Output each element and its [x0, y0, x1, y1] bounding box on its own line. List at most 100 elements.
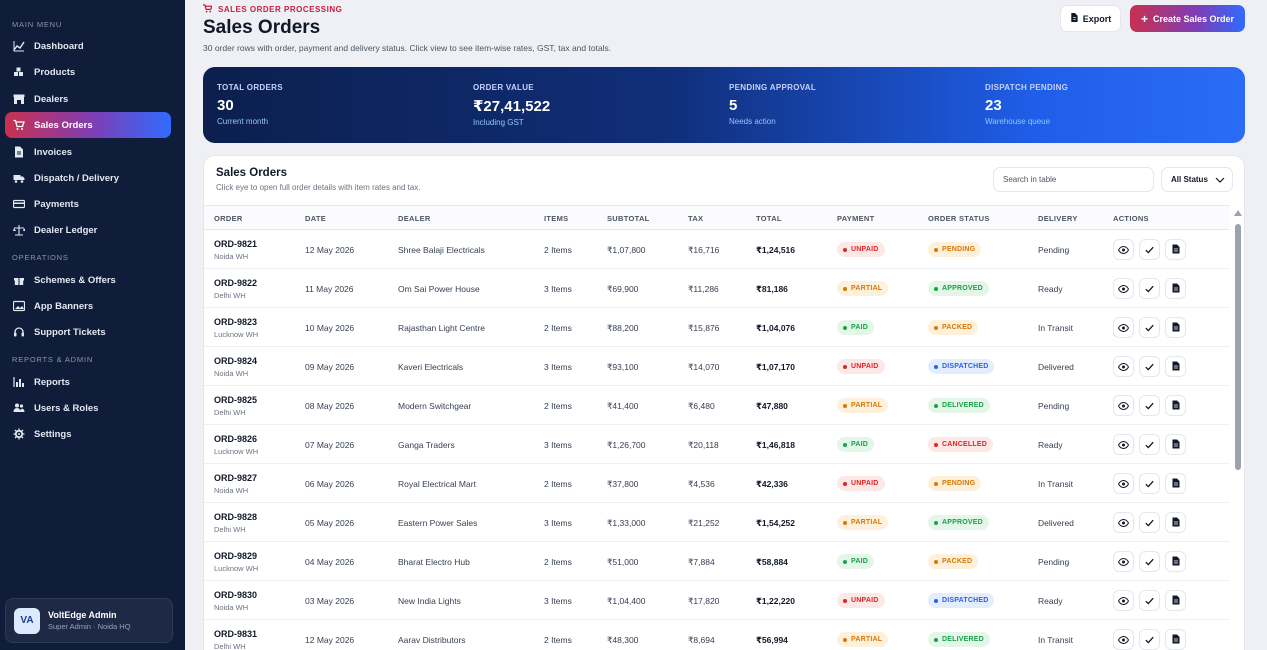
delivery-status: Delivered — [1038, 518, 1074, 528]
order-status-badge: DISPATCHED — [928, 359, 995, 374]
sidebar-item-products[interactable]: Products — [5, 59, 171, 85]
view-order-button[interactable] — [1113, 395, 1134, 416]
table-body: ORD-9821 Noida WH 12 May 2026 Shree Balaji … — [204, 230, 1230, 650]
sidebar-item-invoices[interactable]: Invoices — [5, 139, 171, 165]
status-dot-icon — [934, 325, 938, 330]
payment-status: PARTIAL — [851, 519, 883, 526]
approve-order-button[interactable] — [1139, 590, 1160, 611]
order-status-badge: DELIVERED — [928, 632, 990, 647]
approve-order-button[interactable] — [1139, 512, 1160, 533]
order-warehouse: Delhi WH — [214, 408, 246, 417]
table-subtitle: Click eye to open full order details wit… — [216, 183, 421, 192]
status-dot-icon — [934, 247, 938, 252]
order-status-badge: APPROVED — [928, 281, 989, 296]
subtotal: ₹69,900 — [607, 284, 639, 294]
dealer-name: Om Sai Power House — [398, 284, 480, 294]
order-id: ORD-9821 — [214, 239, 258, 249]
item-count: 3 Items — [544, 596, 572, 606]
tax: ₹11,286 — [688, 284, 719, 294]
sidebar-item-dashboard[interactable]: Dashboard — [5, 33, 171, 59]
check-icon — [1145, 358, 1154, 376]
chart-line-icon — [13, 40, 25, 52]
view-order-button[interactable] — [1113, 317, 1134, 338]
create-sales-order-button[interactable]: + Create Sales Order — [1130, 5, 1245, 32]
delivery-status: In Transit — [1038, 323, 1073, 333]
delivery-status: Pending — [1038, 557, 1070, 567]
tax: ₹16,716 — [688, 245, 720, 255]
sidebar-item-support-tickets[interactable]: Support Tickets — [5, 319, 171, 345]
approve-order-button[interactable] — [1139, 317, 1160, 338]
invoice-order-button[interactable] — [1165, 395, 1186, 416]
total: ₹1,04,076 — [756, 323, 796, 333]
table-search-input[interactable] — [993, 167, 1154, 192]
invoice-order-button[interactable] — [1165, 278, 1186, 299]
sidebar-item-schemes-offers[interactable]: Schemes & Offers — [5, 267, 171, 293]
table-scrollbar[interactable] — [1232, 208, 1244, 650]
gift-icon — [13, 274, 25, 286]
order-status-badge: DELIVERED — [928, 398, 990, 413]
sidebar-item-sales-orders[interactable]: Sales Orders — [5, 112, 171, 138]
sidebar-item-app-banners[interactable]: App Banners — [5, 293, 171, 319]
approve-order-button[interactable] — [1139, 473, 1160, 494]
kpi-value: 5 — [729, 97, 738, 114]
invoice-order-button[interactable] — [1165, 590, 1186, 611]
invoice-order-button[interactable] — [1165, 317, 1186, 338]
view-order-button[interactable] — [1113, 512, 1134, 533]
status-filter-select[interactable]: All Status — [1161, 167, 1233, 192]
approve-order-button[interactable] — [1139, 239, 1160, 260]
invoice-order-button[interactable] — [1165, 356, 1186, 377]
sidebar: MAIN MENU Dashboard Products Dealers Sales … — [0, 0, 185, 650]
order-status-badge: APPROVED — [928, 515, 989, 530]
order-date: 03 May 2026 — [305, 596, 355, 606]
sidebar-item-settings[interactable]: Settings — [5, 421, 171, 447]
invoice-order-button[interactable] — [1165, 512, 1186, 533]
sidebar-item-users-roles[interactable]: Users & Roles — [5, 395, 171, 421]
cart-icon — [203, 4, 213, 15]
eye-icon — [1117, 514, 1130, 532]
table-row: ORD-9827 Noida WH 06 May 2026 Royal Electri… — [204, 464, 1230, 503]
avatar: VA — [14, 607, 40, 634]
sidebar-item-dealer-ledger[interactable]: Dealer Ledger — [5, 217, 171, 243]
sidebar-item-payments[interactable]: Payments — [5, 191, 171, 217]
view-order-button[interactable] — [1113, 239, 1134, 260]
view-order-button[interactable] — [1113, 434, 1134, 455]
item-count: 3 Items — [544, 284, 572, 294]
subtotal: ₹88,200 — [607, 323, 639, 333]
view-order-button[interactable] — [1113, 278, 1134, 299]
payment-status: PARTIAL — [851, 402, 883, 409]
scroll-thumb[interactable] — [1235, 224, 1241, 470]
scroll-up-arrow-icon[interactable] — [1234, 210, 1242, 216]
sidebar-item-dispatch-delivery[interactable]: Dispatch / Delivery — [5, 165, 171, 191]
approve-order-button[interactable] — [1139, 629, 1160, 650]
approve-order-button[interactable] — [1139, 356, 1160, 377]
view-order-button[interactable] — [1113, 629, 1134, 650]
export-button[interactable]: Export — [1060, 5, 1121, 32]
sidebar-item-label: Users & Roles — [34, 402, 99, 414]
invoice-order-button[interactable] — [1165, 473, 1186, 494]
order-id: ORD-9828 — [214, 512, 258, 522]
invoice-order-button[interactable] — [1165, 434, 1186, 455]
view-order-button[interactable] — [1113, 590, 1134, 611]
view-order-button[interactable] — [1113, 356, 1134, 377]
sidebar-item-label: Schemes & Offers — [34, 274, 116, 286]
order-id: ORD-9830 — [214, 590, 258, 600]
status-dot-icon — [934, 442, 938, 447]
sidebar-item-reports[interactable]: Reports — [5, 369, 171, 395]
approve-order-button[interactable] — [1139, 395, 1160, 416]
status-dot-icon — [934, 403, 938, 408]
approve-order-button[interactable] — [1139, 551, 1160, 572]
view-order-button[interactable] — [1113, 551, 1134, 572]
approve-order-button[interactable] — [1139, 278, 1160, 299]
table-row: ORD-9829 Lucknow WH 04 May 2026 Bharat Elec… — [204, 542, 1230, 581]
invoice-order-button[interactable] — [1165, 239, 1186, 260]
order-warehouse: Lucknow WH — [214, 564, 259, 573]
user-profile-card[interactable]: VA VoltEdge Admin Super Admin · Noida HQ — [5, 598, 173, 643]
view-order-button[interactable] — [1113, 473, 1134, 494]
scale-icon — [13, 224, 25, 236]
payment-status: UNPAID — [851, 246, 879, 253]
invoice-order-button[interactable] — [1165, 629, 1186, 650]
sidebar-item-dealers[interactable]: Dealers — [5, 86, 171, 112]
invoice-order-button[interactable] — [1165, 551, 1186, 572]
check-icon — [1145, 436, 1154, 454]
approve-order-button[interactable] — [1139, 434, 1160, 455]
